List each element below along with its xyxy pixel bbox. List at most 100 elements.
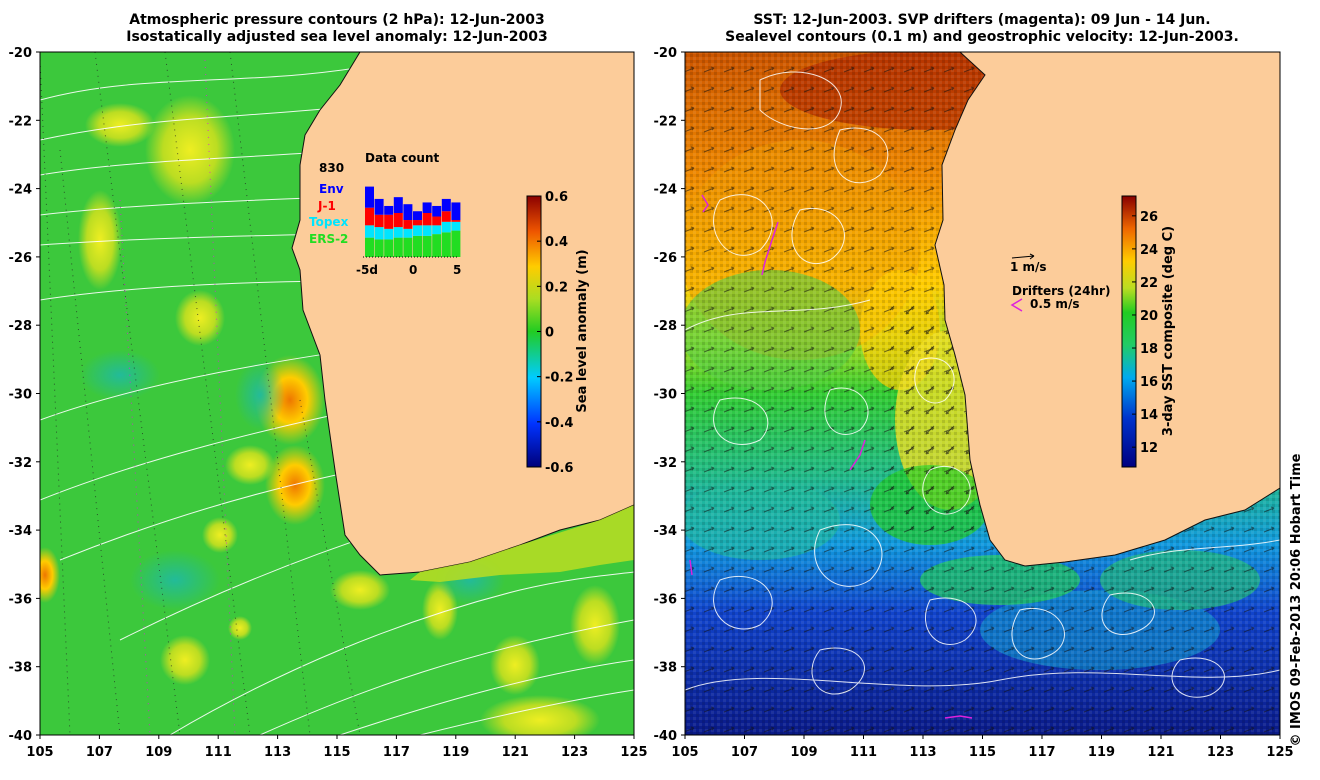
left-lat-label: -20 [9,46,33,61]
left-lon-label: 117 [383,745,410,760]
right-lon-label: 111 [850,745,877,760]
right-lat-label: -38 [654,661,678,676]
right-lon-label: 109 [790,745,817,760]
velocity-legend-label: 1 m/s [1010,260,1047,274]
right-lat-label: -20 [654,46,678,61]
bar-topex-day1 [422,225,432,236]
data-count-xtick-2: 5 [453,263,461,277]
left-lat-label: -24 [9,183,33,198]
left-lat-label: -26 [9,251,33,266]
sst-cb-ticklabel: 22 [1140,276,1158,291]
bar-j1-day4 [451,220,461,222]
land-australia-right [934,52,1280,567]
bar-topex-day-1 [403,228,413,238]
left-lat-label: -34 [9,524,33,539]
bar-ers2-day-4 [374,239,384,257]
legend-ers2: ERS-2 [309,232,348,246]
right-lat-label: -24 [654,183,678,198]
bar-env-day-5 [365,186,374,208]
left-lon-label: 107 [86,745,113,760]
sla-colorbar: 0.6 0.4 0.2 0 -0.2 -0.4 -0.6 Sea level anomaly… [526,190,590,476]
bar-j1-day-3 [384,214,394,229]
sst-cb-ticklabel: 24 [1140,243,1158,258]
bar-topex-day-5 [365,225,374,238]
data-count-max: 830 [319,161,344,175]
bar-j1-day2 [432,216,442,226]
sst-cb-ticklabel: 20 [1140,309,1158,324]
sst-colorbar: 26 24 22 20 18 16 14 12 3-day SST composite (de… [1121,195,1176,468]
bar-ers2-day-5 [365,237,374,257]
sst-cb-ticklabel: 14 [1140,408,1158,423]
sla-colorbar-label: Sea level anomaly (m) [575,249,590,412]
bar-topex-day4 [451,221,461,231]
right-lat-label: -36 [654,592,678,607]
left-lat-label: -28 [9,319,33,334]
bar-j1-day-5 [365,207,374,226]
bar-topex-day-2 [393,227,403,238]
right-title-line2: Sealevel contours (0.1 m) and geostrophi… [725,29,1239,45]
left-lat-label: -38 [9,661,33,676]
right-lat-label: -32 [654,456,678,471]
sst-cb-ticklabel: 26 [1140,210,1158,225]
bar-topex-day3 [441,221,451,233]
data-count-title: Data count [365,151,440,165]
sla-cb-ticklabel: 0.6 [545,190,568,205]
bar-j1-day1 [422,213,432,226]
credit-text: © IMOS 09-Feb-2013 20:06 Hobart Time [1289,453,1304,746]
data-count-xtick-1: 0 [409,263,417,277]
left-lon-label: 119 [442,745,469,760]
bar-env-day1 [422,202,432,213]
right-lat-label: -28 [654,319,678,334]
bar-ers2-day3 [441,232,451,257]
sst-cb-ticklabel: 18 [1140,342,1158,357]
right-map-panel: SST: 12-Jun-2003. SVP drifters (magenta)… [654,12,1294,760]
right-lat-label: -22 [654,114,678,129]
legend-j1: J-1 [317,199,336,213]
bar-ers2-day0 [413,235,422,257]
left-lat-label: -30 [9,388,33,403]
bar-env-day4 [451,202,461,221]
sea-level-anomaly-field [40,52,634,735]
bar-topex-day-4 [374,227,384,240]
right-lon-label: 113 [909,745,936,760]
bar-ers2-day-2 [393,237,403,257]
legend-topex: Topex [309,215,349,229]
right-lon-label: 105 [671,745,698,760]
left-lon-label: 125 [620,745,647,760]
right-lat-label: -26 [654,251,678,266]
right-lat-label: -34 [654,524,678,539]
bar-ers2-day-1 [403,237,413,257]
legend-env: Env [319,182,344,196]
sla-cb-ticklabel: -0.2 [545,371,573,386]
left-title-line2: Isostatically adjusted sea level anomaly… [126,29,548,45]
bar-ers2-day1 [422,235,432,257]
sla-cb-ticklabel: -0.6 [545,461,573,476]
right-lat-label: -30 [654,388,678,403]
left-title-line1: Atmospheric pressure contours (2 hPa): 1… [129,12,544,28]
data-count-bars [365,186,461,257]
data-count-inset: Data count 830 Env J-1 Topex ERS-2 -5d 0… [309,151,461,277]
left-lon-label: 123 [561,745,588,760]
bar-ers2-day-3 [384,239,394,257]
bar-topex-day0 [413,225,422,236]
left-lon-label: 111 [205,745,232,760]
bar-env-day-3 [384,205,394,215]
left-lat-label: -36 [9,592,33,607]
drifter-speed-label: 0.5 m/s [1030,297,1079,311]
sst-colorbar-label: 3-day SST composite (deg C) [1161,226,1176,436]
bar-env-day3 [441,198,451,212]
bar-j1-day-2 [393,213,403,228]
sla-cb-ticklabel: 0.4 [545,235,568,250]
bar-j1-day0 [413,220,422,226]
sla-cb-ticklabel: 0.2 [545,280,568,295]
sst-cb-ticklabel: 12 [1140,441,1158,456]
left-lon-label: 105 [26,745,53,760]
right-title-line1: SST: 12-Jun-2003. SVP drifters (magenta)… [753,12,1210,28]
bar-ers2-day2 [432,234,442,257]
bar-topex-day2 [432,225,442,235]
bar-env-day0 [413,211,422,221]
left-map-panel: Atmospheric pressure contours (2 hPa): 1… [9,12,648,760]
right-lon-label: 121 [1147,745,1174,760]
left-lon-label: 115 [323,745,350,760]
